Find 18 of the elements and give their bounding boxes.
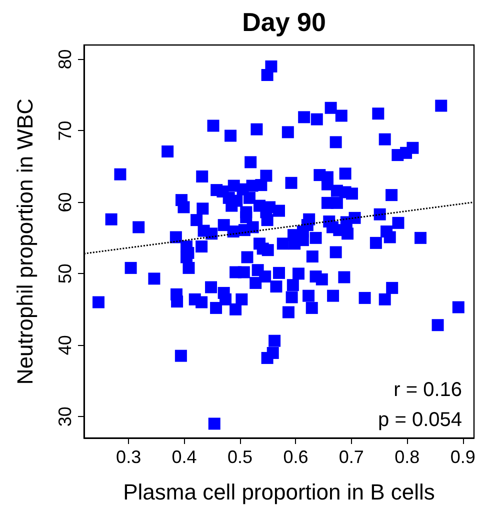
y-axis-title: Neutrophil proportion in WBC [12,98,38,385]
y-tick-label: 50 [55,264,75,284]
annotation: p = 0.054 [378,409,462,431]
x-tick-label: 0.4 [172,447,197,467]
x-tick-label: 0.5 [227,447,253,467]
x-tick-label: 0.8 [394,447,420,467]
chart-title: Day 90 [242,7,326,37]
y-tick-label: 80 [55,49,75,70]
x-tick-label: 0.3 [116,447,142,467]
x-tick-label: 0.9 [450,447,476,467]
y-tick-label: 40 [55,335,75,356]
y-tick-label: 60 [55,192,75,212]
x-tick-label: 0.6 [283,447,308,467]
y-tick-label: 30 [55,406,75,427]
y-tick-label: 70 [55,120,75,141]
x-axis-title: Plasma cell proportion in B cells [123,480,435,504]
x-tick-label: 0.7 [338,447,364,467]
annotation: r = 0.16 [394,379,462,401]
